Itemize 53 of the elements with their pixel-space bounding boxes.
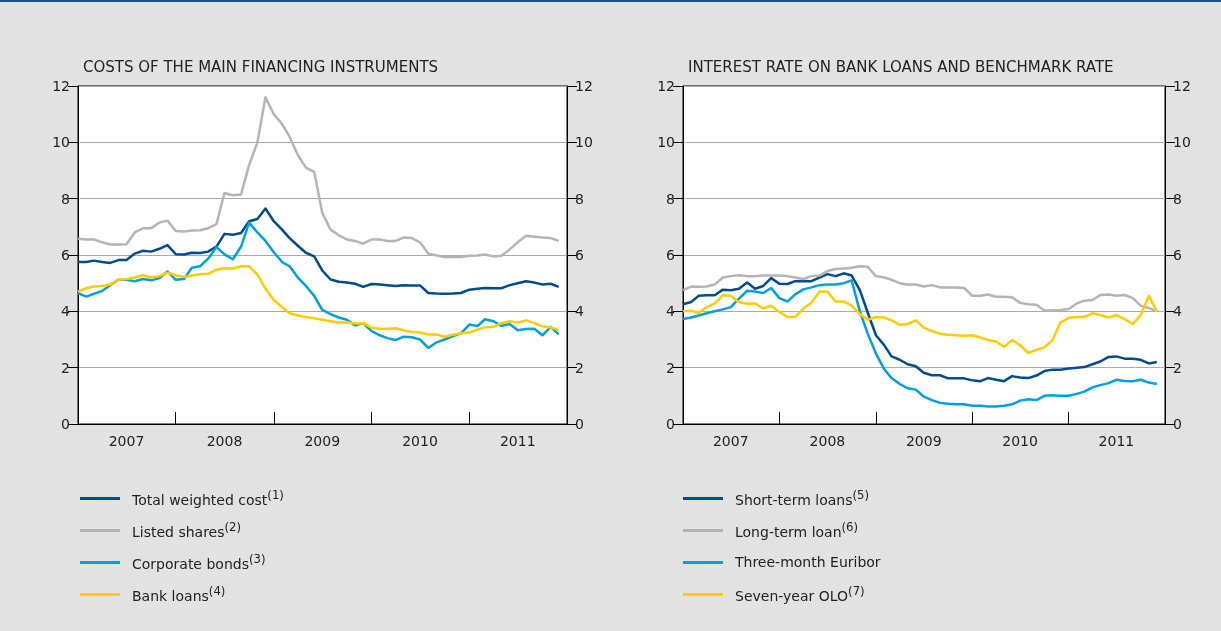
x-tick-label: 2008	[206, 433, 243, 449]
y-tick-label: 4	[61, 303, 71, 320]
y2-tick-label: 10	[1173, 134, 1191, 151]
x-tick-label: 2011	[1098, 433, 1135, 449]
y-tick-label: 6	[666, 247, 676, 263]
legend-label: Corporate bonds$^{(3)}$	[132, 552, 266, 572]
x-tick-label: 2007	[712, 433, 749, 449]
y2-tick-label: 8	[1173, 190, 1182, 207]
x-tick-label: 2010	[402, 433, 438, 449]
line-series	[76, 265, 560, 338]
x-tick-label: 2009	[905, 433, 942, 449]
legend-label: Long-term loan$^{(6)}$	[735, 520, 859, 540]
chart-title: INTEREST RATE ON BANK LOANS AND BENCHMARK RATE	[688, 57, 1114, 76]
y2-tick-label: 2	[1173, 359, 1182, 376]
line-series	[681, 272, 1159, 383]
y2-tick-label: 0	[1173, 416, 1182, 432]
y-tick-label: 8	[666, 190, 675, 207]
x-tick-label: 2008	[809, 433, 846, 449]
y-tick-label: 2	[61, 359, 70, 376]
y-tick-label: 4	[666, 303, 676, 320]
y2-tick-label: 2	[575, 359, 584, 376]
x-tick-label: 2007	[108, 433, 145, 449]
y-tick-label: 2	[666, 359, 675, 376]
legend-label: Bank loans$^{(4)}$	[132, 584, 226, 604]
legend-label: Three-month Euribor	[735, 554, 881, 570]
y-tick-label: 8	[61, 190, 70, 207]
y2-tick-label: 4	[575, 303, 584, 320]
y2-tick-label: 8	[575, 190, 584, 207]
y-tick-label: 10	[657, 134, 675, 151]
y2-tick-label: 6	[1173, 247, 1182, 263]
y-tick-label: 6	[61, 247, 71, 263]
y2-tick-label: 12	[575, 78, 593, 94]
y-tick-label: 0	[61, 416, 70, 432]
y-tick-label: 12	[52, 78, 70, 94]
legend-label: Listed shares$^{(2)}$	[132, 520, 242, 540]
y2-tick-label: 0	[575, 416, 584, 432]
line-series	[681, 279, 1159, 408]
x-tick-label: 2010	[1002, 433, 1038, 449]
y-tick-label: 12	[657, 78, 675, 94]
legend-label: Short-term loans$^{(5)}$	[735, 488, 870, 508]
y-tick-label: 10	[52, 134, 70, 151]
y2-tick-label: 12	[1173, 78, 1191, 94]
y2-tick-label: 10	[575, 134, 593, 151]
y-tick-label: 0	[666, 416, 675, 432]
line-series	[681, 290, 1159, 355]
x-tick-label: 2011	[499, 433, 536, 449]
y2-tick-label: 4	[1173, 303, 1182, 320]
y2-tick-label: 6	[575, 247, 584, 263]
x-tick-label: 2009	[304, 433, 341, 449]
line-series	[76, 207, 560, 296]
legend-label: Seven-year OLO$^{(7)}$	[735, 584, 865, 604]
legend-label: Total weighted cost$^{(1)}$	[132, 488, 284, 508]
chart-title: COSTS OF THE MAIN FINANCING INSTRUMENTS	[83, 57, 439, 76]
